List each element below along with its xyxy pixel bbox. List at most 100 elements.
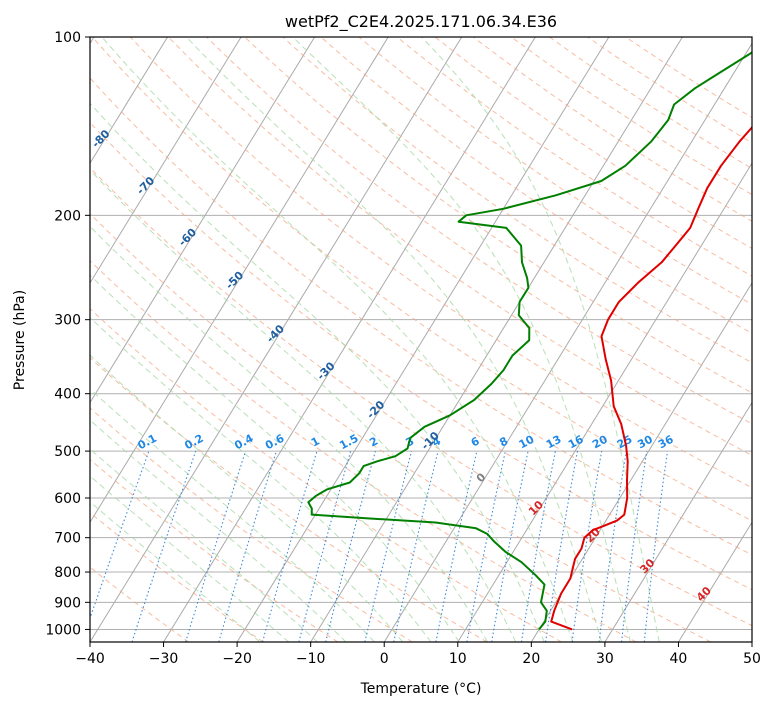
y-tick-label: 400 [54,387,81,403]
mixing-ratio-label: 13 [544,433,564,452]
moist-adiabat-line [90,102,545,642]
y-tick-label: 900 [54,595,81,611]
isotherm-line [530,281,752,642]
y-tick-label: 700 [54,531,81,547]
y-tick-label: 1000 [45,622,81,638]
dry-adiabat-line [90,260,637,642]
x-tick-label: 10 [449,651,467,667]
y-tick-label: 600 [54,491,81,507]
moist-adiabat-line [292,37,631,642]
mixing-ratio-line [261,450,318,642]
mixing-ratio-label: 0.1 [136,432,159,453]
mixing-ratio-label: 30 [635,433,655,452]
mixing-ratio-label: 36 [656,433,676,452]
moist-adiabat-line [90,274,460,642]
data-series [307,51,752,631]
dry-adiabat-line [244,37,752,394]
mixing-ratio-line [90,450,150,620]
isotherm-label: -20 [364,398,387,421]
x-tick-label: −30 [149,651,179,667]
isotherm-label: -30 [314,359,337,382]
dry-adiabat-label: 30 [637,556,657,576]
y-tick-label: 300 [54,313,81,329]
dry-adiabat-line [90,213,712,642]
mixing-ratio-line [545,450,579,642]
dry-adiabat-line [90,511,264,642]
mixing-ratio-line [218,450,277,642]
background-lines [90,37,752,642]
dry-adiabat-line [90,77,752,556]
x-axis-title: Temperature (°C) [360,681,482,697]
isotherm-label: -90 [38,90,61,113]
isotherm-line [163,37,536,642]
moist-adiabat-line [90,169,517,642]
isotherm-line [678,521,752,642]
mixing-ratio-label: 20 [590,433,610,452]
dry-adiabat-line [358,37,752,305]
dry-adiabat-line [206,37,752,425]
dry-adiabat-line [91,37,752,522]
isotherm-line [90,37,168,165]
moist-adiabat-line [90,316,432,642]
moist-adiabat-line [90,225,488,642]
temperature-profile-line [550,125,752,631]
x-tick-label: 30 [596,651,614,667]
mixing-ratio-line [571,451,603,642]
mixing-ratio-line [298,450,352,642]
x-tick-label: −10 [296,651,326,667]
dry-adiabat-line [90,458,339,642]
dry-adiabat-line [320,37,752,334]
isotherm-label: -100 [0,44,17,73]
y-tick-label: 500 [54,444,81,460]
mixing-ratio-label: 8 [497,434,510,449]
dry-adiabat-line [587,37,752,144]
mixing-ratio-label: 0.6 [263,432,287,453]
chart-title: wetPf2_C2E4.2025.171.06.34.E36 [285,12,557,32]
isotherm-line [457,162,752,642]
moist-adiabat-line [90,419,347,642]
x-tick-label: −40 [75,651,105,667]
mixing-ratio-label: 10 [517,433,537,452]
mixing-ratio-line [364,450,413,642]
y-axis-title: Pressure (hPa) [12,290,28,390]
dry-adiabat-line [130,37,752,489]
dry-adiabat-line [90,121,752,591]
mixing-ratio-label: 16 [566,433,586,452]
x-tick-label: 50 [743,651,761,667]
y-tick-label: 800 [54,565,81,581]
mixing-ratio-label: 1 [309,434,322,449]
moist-adiabat-line [90,354,403,642]
x-axis: −40 −30 −20 −10 0 10 20 30 40 50 [75,642,761,667]
isotherm-line [90,37,389,524]
mixing-ratio-line [621,451,648,642]
isotherm-line [90,37,463,642]
dry-adiabat-line [90,356,488,642]
isotherm-label: -50 [223,268,246,291]
dry-adiabat-label: 0 [474,470,489,485]
dry-adiabat-label: 40 [694,584,714,604]
mixing-ratio-line [643,451,669,642]
dry-adiabat-line [282,37,752,364]
moist-adiabat-line [90,475,290,642]
isotherm-line [90,37,316,404]
moist-adiabat-line [421,37,660,642]
x-tick-label: −20 [222,651,252,667]
mixing-ratio-line [325,450,376,642]
moist-adiabat-line [90,448,318,642]
isotherm-line [236,37,610,642]
x-tick-label: 0 [380,651,389,667]
moist-adiabat-line [186,37,602,642]
mixing-ratio-line [393,450,439,642]
dry-adiabat-line [472,37,752,222]
isotherm-label: -80 [89,127,112,150]
dewpoint-profile-line [307,51,752,631]
y-axis: 100 200 300 400 500 600 700 800 900 1000 [45,30,90,638]
isotherm-line [751,641,752,642]
dry-adiabat-line [90,307,562,642]
dry-adiabat-line [90,407,413,642]
y-tick-label: 200 [54,208,81,224]
mixing-ratio-label: 0.2 [182,432,205,453]
moist-adiabat-line [90,388,375,642]
isotherm-label: -60 [176,226,199,249]
